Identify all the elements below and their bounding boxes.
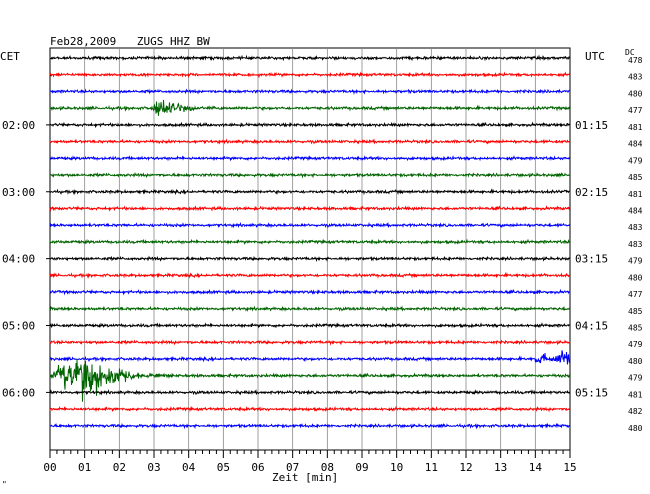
trace-line-9 bbox=[49, 205, 571, 212]
dc-offset-label: 485 bbox=[628, 173, 643, 182]
trace-line-13 bbox=[49, 271, 570, 279]
station-label: ZUGS HHZ BW bbox=[136, 35, 210, 48]
right-time-label: 05:15 bbox=[575, 386, 608, 399]
left-time-label: 02:00 bbox=[2, 119, 35, 132]
x-tick-label: 12 bbox=[459, 461, 472, 474]
x-tick-label: 04 bbox=[182, 461, 196, 474]
trace-line-8 bbox=[49, 188, 571, 196]
dc-offset-label: 479 bbox=[628, 340, 643, 349]
x-tick-label: 06 bbox=[251, 461, 264, 474]
dc-offset-label: 480 bbox=[628, 89, 643, 98]
trace-line-22 bbox=[49, 422, 571, 430]
x-tick-label: 09 bbox=[355, 461, 368, 474]
left-time-label: 06:00 bbox=[2, 386, 35, 399]
date-label: Feb28,2009 bbox=[50, 35, 117, 48]
x-tick-label: 13 bbox=[494, 461, 507, 474]
dc-offset-label: 485 bbox=[628, 324, 643, 333]
x-tick-label: 14 bbox=[529, 461, 543, 474]
x-tick-label: 02 bbox=[113, 461, 126, 474]
x-tick-label: 08 bbox=[321, 461, 334, 474]
left-zone-label: CET bbox=[0, 50, 20, 63]
left-time-label: 05:00 bbox=[2, 320, 35, 333]
trace-line-3 bbox=[49, 99, 571, 116]
trace-line-5 bbox=[49, 138, 571, 145]
x-tick-label: 01 bbox=[78, 461, 91, 474]
dc-offset-label: 480 bbox=[628, 424, 643, 433]
dc-offset-label: 479 bbox=[628, 374, 643, 383]
left-time-label: 04:00 bbox=[2, 253, 35, 266]
trace-line-7 bbox=[50, 171, 571, 179]
right-time-label: 04:15 bbox=[575, 320, 608, 333]
trace-line-10 bbox=[49, 221, 571, 229]
trace-line-0 bbox=[49, 54, 571, 62]
trace-line-20 bbox=[50, 389, 571, 396]
dc-offset-label: 481 bbox=[628, 390, 643, 399]
trace-line-16 bbox=[49, 322, 571, 329]
dc-offset-label: 478 bbox=[628, 56, 643, 65]
trace-line-14 bbox=[49, 288, 571, 296]
trace-line-12 bbox=[49, 255, 571, 263]
chart-title: Feb28,2009 ZUGS HHZ BW bbox=[50, 36, 210, 48]
dc-offset-label: 481 bbox=[628, 123, 643, 132]
x-tick-label: 03 bbox=[147, 461, 160, 474]
dc-offset-label: 480 bbox=[628, 357, 643, 366]
dc-offset-label: 479 bbox=[628, 257, 643, 266]
x-tick-label: 05 bbox=[217, 461, 230, 474]
left-time-label: 03:00 bbox=[2, 186, 35, 199]
trace-line-6 bbox=[50, 154, 571, 162]
right-zone-label: UTC bbox=[585, 50, 605, 63]
right-time-label: 03:15 bbox=[575, 253, 608, 266]
dc-offset-label: 484 bbox=[628, 206, 643, 215]
dc-offset-label: 482 bbox=[628, 407, 643, 416]
x-tick-label: 11 bbox=[425, 461, 438, 474]
trace-line-1 bbox=[49, 71, 571, 79]
dc-offset-label: 480 bbox=[628, 273, 643, 282]
dc-offset-label: 484 bbox=[628, 140, 643, 149]
dc-offset-label: 483 bbox=[628, 240, 643, 249]
trace-line-17 bbox=[49, 339, 571, 346]
dc-offset-label: 481 bbox=[628, 190, 643, 199]
x-axis-label: Zeit [min] bbox=[272, 471, 339, 484]
dc-offset-label: 477 bbox=[628, 290, 643, 299]
x-tick-label: 07 bbox=[286, 461, 299, 474]
trace-line-11 bbox=[49, 238, 571, 245]
x-tick-label: 15 bbox=[563, 461, 576, 474]
dc-offset-label: 483 bbox=[628, 223, 643, 232]
dc-header-label: DC bbox=[625, 48, 635, 57]
dc-offset-label: 479 bbox=[628, 156, 643, 165]
corner-mark: " bbox=[2, 480, 7, 489]
trace-line-19 bbox=[49, 359, 571, 402]
trace-line-2 bbox=[49, 88, 571, 95]
right-time-label: 02:15 bbox=[575, 186, 608, 199]
trace-line-15 bbox=[49, 305, 571, 313]
trace-line-18 bbox=[50, 350, 571, 365]
plot-frame bbox=[49, 47, 571, 451]
dc-offset-label: 477 bbox=[628, 106, 643, 115]
x-tick-label: 00 bbox=[43, 461, 56, 474]
dc-offset-label: 483 bbox=[628, 73, 643, 82]
right-time-label: 01:15 bbox=[575, 119, 608, 132]
dc-offset-label: 485 bbox=[628, 307, 643, 316]
trace-line-4 bbox=[49, 121, 571, 129]
x-tick-label: 10 bbox=[390, 461, 403, 474]
trace-line-21 bbox=[49, 405, 571, 413]
